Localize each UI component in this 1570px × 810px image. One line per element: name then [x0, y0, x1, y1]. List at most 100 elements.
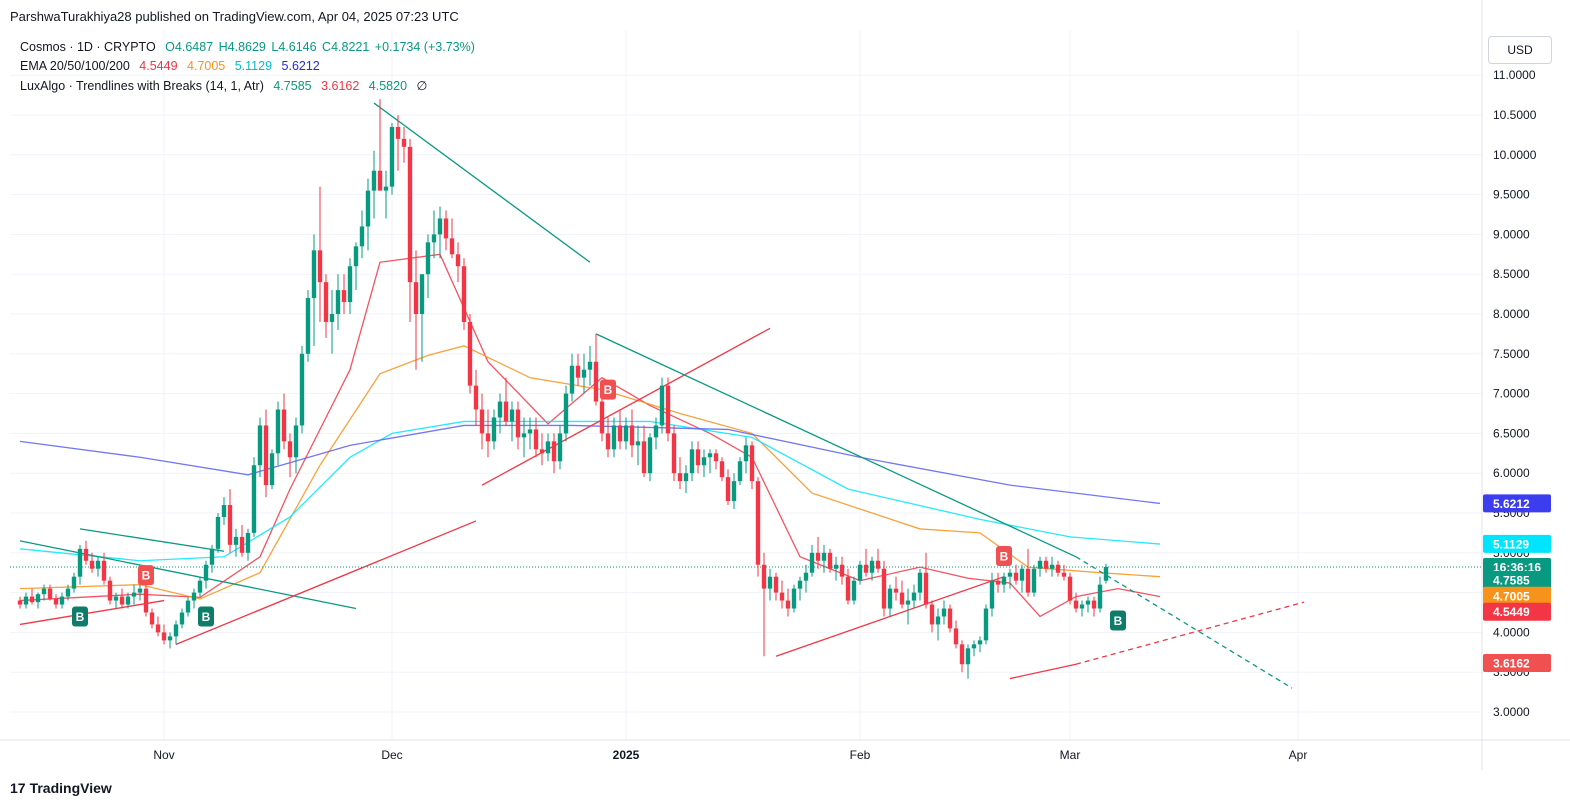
candle	[77, 544, 83, 585]
candle-body	[851, 580, 857, 601]
ema-legend[interactable]: EMA 20/50/100/200 4.5449 4.7005 5.1129 5…	[20, 59, 326, 73]
candle-body	[1067, 576, 1073, 601]
candle-body	[95, 560, 101, 569]
candle	[59, 592, 65, 609]
candle	[875, 548, 881, 573]
candle	[1097, 576, 1103, 613]
price-tag: 4.7005	[1483, 586, 1551, 605]
price-tag-box	[1483, 570, 1551, 589]
candle	[857, 560, 863, 585]
candle-body	[995, 580, 1001, 585]
candle-body	[797, 580, 803, 589]
candle-body	[239, 536, 245, 553]
candle-body	[1061, 572, 1067, 577]
symbol-legend: Cosmos · 1D · CRYPTO O4.6487 H4.8629 L4.…	[20, 40, 481, 54]
candle	[287, 433, 293, 478]
ema100-value: 5.1129	[234, 59, 273, 73]
candle-body	[227, 505, 233, 545]
break-label: B	[72, 606, 88, 627]
candle	[737, 457, 743, 486]
candle	[29, 588, 35, 605]
candle-body	[263, 425, 269, 486]
candle	[437, 206, 443, 259]
price-tag-text: 4.7585	[1493, 573, 1530, 587]
tradingview-logo-icon: 17	[10, 780, 26, 796]
candle-body	[305, 298, 311, 354]
candle-body	[407, 146, 413, 283]
candle-body	[977, 640, 983, 645]
candle	[185, 596, 191, 617]
candle	[257, 417, 263, 478]
currency-button[interactable]: USD	[1488, 36, 1552, 64]
candle	[371, 150, 377, 219]
luxalgo-label: LuxAlgo · Trendlines with Breaks (14, 1,…	[20, 79, 264, 93]
candle	[647, 433, 653, 482]
candle-body	[521, 433, 527, 438]
candle	[305, 290, 311, 362]
candle	[749, 441, 755, 490]
break-labels: B B B B B B	[72, 379, 1126, 631]
publish-info: ParshwaTurakhiya28 published on TradingV…	[10, 9, 459, 24]
candle-body	[749, 445, 755, 482]
candle-body	[923, 572, 929, 605]
candle	[443, 210, 449, 251]
candle	[467, 314, 473, 394]
candle	[1079, 600, 1085, 617]
candle-body	[143, 588, 149, 613]
candle-body	[857, 564, 863, 581]
candle	[719, 457, 725, 482]
candle-body	[209, 548, 215, 565]
candle	[695, 441, 701, 474]
break-label: B	[198, 606, 214, 627]
candle-body	[449, 238, 455, 255]
candle	[809, 544, 815, 577]
candle	[263, 409, 269, 498]
luxalgo-legend[interactable]: LuxAlgo · Trendlines with Breaks (14, 1,…	[20, 78, 433, 93]
candle	[413, 250, 419, 370]
candle-body	[401, 138, 407, 147]
symbol-name[interactable]: Cosmos · 1D · CRYPTO	[20, 40, 156, 54]
candle	[863, 548, 869, 577]
candle	[533, 417, 539, 458]
candle	[431, 210, 437, 259]
candle	[791, 584, 797, 613]
price-tick-label: 4.0000	[1493, 625, 1530, 639]
candle	[23, 592, 29, 609]
candle	[947, 604, 953, 633]
candle-body	[527, 429, 533, 434]
ema50-value: 4.7005	[187, 59, 226, 73]
candle-body	[17, 600, 23, 605]
candle	[893, 576, 899, 601]
candle	[1001, 572, 1007, 593]
candle-body	[1013, 572, 1019, 581]
price-tick-label: 7.0000	[1493, 387, 1530, 401]
candle	[269, 449, 275, 490]
price-tick-label: 10.0000	[1493, 148, 1537, 162]
candle	[1085, 596, 1091, 613]
candle	[917, 568, 923, 601]
candle	[1019, 564, 1025, 593]
ema-line	[19, 253, 1161, 618]
candle-body	[971, 644, 977, 649]
break-label: B	[1110, 610, 1126, 631]
candle-body	[863, 564, 869, 573]
price-tag-box	[1483, 653, 1551, 672]
candle-body	[419, 274, 425, 314]
tradingview-brand[interactable]: 17 TradingView	[10, 780, 112, 796]
candle	[995, 572, 1001, 593]
candle-body	[887, 588, 893, 609]
break-label-text: B	[76, 610, 85, 624]
candle-body	[155, 624, 161, 633]
candle	[365, 178, 371, 251]
ohlc-low: L4.6146	[271, 40, 317, 54]
candle-body	[905, 600, 911, 605]
candle-body	[293, 425, 299, 458]
candle-body	[53, 598, 59, 605]
trendline	[79, 528, 225, 552]
time-tick-label: Nov	[153, 748, 174, 762]
candle-body	[881, 568, 887, 609]
candle	[563, 385, 569, 442]
price-tick-label: 3.0000	[1493, 705, 1530, 719]
candle	[929, 600, 935, 633]
